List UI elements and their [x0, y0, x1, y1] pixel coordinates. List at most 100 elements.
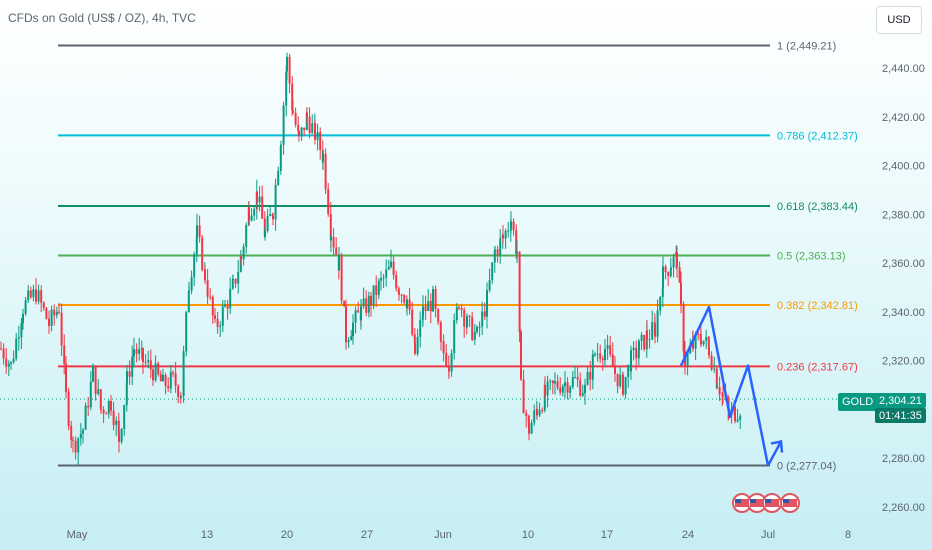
- candle-body: [566, 382, 569, 393]
- candle-body: [144, 361, 147, 363]
- candle-body: [79, 433, 82, 439]
- candle-body: [493, 250, 496, 263]
- candle-body: [89, 381, 92, 408]
- candle-body: [682, 304, 685, 352]
- candle-body: [330, 236, 332, 241]
- candle-body: [488, 279, 491, 291]
- candle-body: [206, 280, 209, 297]
- chart-title: CFDs on Gold (US$ / OZ), 4h, TVC: [8, 11, 196, 25]
- candle-body: [360, 306, 362, 321]
- currency-button[interactable]: USD: [876, 6, 922, 34]
- candle-body: [651, 322, 654, 340]
- candle-body: [17, 337, 20, 339]
- last-price-tag: 2,304.21: [875, 393, 926, 408]
- projection-line[interactable]: [679, 305, 770, 466]
- candle-body: [392, 261, 395, 276]
- candle-body: [196, 225, 198, 236]
- candle-body: [149, 360, 152, 370]
- candle-body: [518, 251, 521, 332]
- candle-body: [670, 267, 672, 270]
- y-tick-label: 2,400.00: [882, 161, 925, 173]
- x-tick-label: 20: [281, 529, 293, 541]
- candle-body: [180, 396, 182, 398]
- candle-body: [99, 389, 102, 409]
- candle-body: [291, 83, 294, 111]
- candle-body: [455, 307, 458, 321]
- candle-body: [494, 249, 496, 251]
- fib-label: 0.786 (2,412.37): [777, 130, 858, 142]
- candle-body: [491, 262, 494, 280]
- candle-body: [335, 247, 338, 255]
- symbol-tag: GOLD: [838, 393, 878, 411]
- candle-body: [209, 296, 212, 298]
- candle-body: [574, 377, 576, 379]
- candle-body: [571, 377, 574, 387]
- candle-body: [434, 289, 437, 310]
- candle-body: [118, 433, 120, 442]
- candle-body: [611, 354, 614, 368]
- candle-body: [219, 325, 222, 327]
- y-tick-label: 2,420.00: [882, 112, 925, 124]
- candle-body: [322, 153, 324, 163]
- candle-body: [502, 234, 504, 239]
- candle-body: [362, 298, 365, 307]
- candle-body: [5, 358, 8, 367]
- candle-body: [372, 285, 375, 306]
- projection-arrow-shaft: [766, 440, 783, 467]
- candle-body: [37, 290, 40, 302]
- candle-body: [77, 438, 80, 453]
- candle-body: [676, 252, 678, 267]
- candle-body: [586, 372, 589, 385]
- candle-body: [640, 334, 643, 341]
- candle-body: [216, 318, 219, 327]
- us-flag-icon[interactable]: [762, 493, 782, 513]
- candle-body: [50, 309, 53, 327]
- candle-body: [486, 290, 488, 317]
- candle-body: [201, 237, 204, 270]
- candle-body: [496, 249, 499, 255]
- candle-body: [604, 348, 606, 361]
- candle-body: [377, 280, 380, 295]
- candle-body: [413, 334, 416, 344]
- candle-body: [164, 374, 167, 387]
- candle-body: [308, 116, 311, 133]
- candle-body: [58, 311, 60, 313]
- candle-body: [471, 316, 474, 340]
- candle-body: [614, 367, 616, 374]
- candle-body: [110, 401, 112, 411]
- y-tick-label: 2,440.00: [882, 63, 925, 75]
- candle-body: [584, 384, 586, 394]
- us-flag-icon[interactable]: [732, 493, 752, 513]
- candle-body: [367, 295, 370, 313]
- candle-body: [525, 413, 528, 416]
- candle-body: [272, 215, 274, 220]
- candle-body: [105, 413, 108, 415]
- candle-body: [414, 343, 416, 354]
- us-flag-icon[interactable]: [780, 493, 800, 513]
- candle-body: [478, 326, 481, 328]
- candle-body: [390, 261, 392, 268]
- candle-body: [638, 340, 640, 351]
- candle-body: [250, 215, 253, 221]
- candle-body: [370, 295, 372, 306]
- candle-body: [264, 230, 266, 238]
- candle-body: [60, 312, 63, 346]
- candle-body: [42, 302, 45, 309]
- candle-body: [292, 110, 294, 113]
- arrow-head-icon: [770, 440, 784, 453]
- candle-body: [530, 422, 533, 434]
- candle-body: [380, 278, 382, 281]
- candle-body: [340, 255, 343, 301]
- candle-body: [211, 296, 214, 316]
- candle-body: [126, 371, 128, 383]
- candle-body: [131, 356, 134, 377]
- y-tick-label: 2,380.00: [882, 209, 925, 221]
- candle-body: [253, 208, 256, 216]
- candle-body: [622, 374, 624, 395]
- x-tick-label: 8: [845, 529, 851, 541]
- candle-body: [538, 410, 541, 416]
- candle-body: [65, 363, 67, 392]
- candle-body: [429, 301, 432, 312]
- fib-label: 0.236 (2,317.67): [777, 361, 858, 373]
